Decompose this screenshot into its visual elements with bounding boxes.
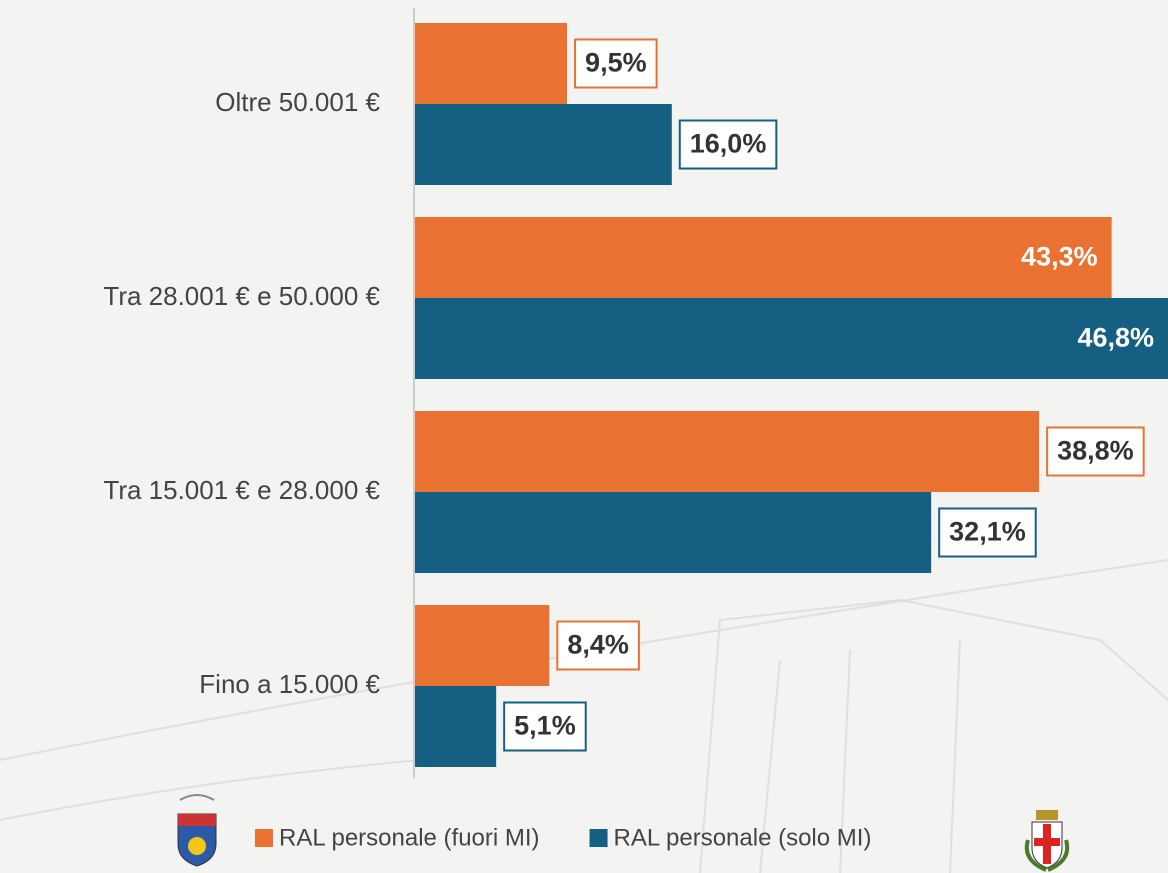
value-label: 5,1% [514,711,576,741]
bar [414,23,568,104]
bar [414,298,1168,379]
bar [414,217,1112,298]
value-label-box [1046,426,1145,477]
bar [414,492,932,573]
value-label-box [574,38,658,89]
legend-swatch [255,829,273,847]
value-label-box [678,119,778,170]
category-label: Tra 15.001 € e 28.000 € [103,475,380,505]
bar [414,605,550,686]
logo-left [177,794,217,867]
value-label: 16,0% [690,129,767,159]
category-label: Fino a 15.000 € [199,669,380,699]
legend-swatch [589,829,608,847]
bar [414,686,497,767]
bar [414,411,1040,492]
value-label: 43,3% [1021,242,1098,272]
value-label-box [556,620,640,671]
value-label: 8,4% [567,630,629,660]
category-label: Oltre 50.001 € [215,87,380,117]
value-label: 46,8% [1077,323,1154,353]
value-label: 9,5% [585,48,647,78]
logo-right [1024,810,1070,872]
value-label: 32,1% [949,517,1026,547]
category-label: Tra 28.001 € e 50.000 € [103,281,380,311]
legend-label: RAL personale (fuori MI) [279,824,540,851]
value-label-box [938,507,1037,558]
bar [414,104,672,185]
legend-label: RAL personale (solo MI) [614,824,872,851]
value-label-box [503,701,587,752]
value-label: 38,8% [1057,436,1134,466]
